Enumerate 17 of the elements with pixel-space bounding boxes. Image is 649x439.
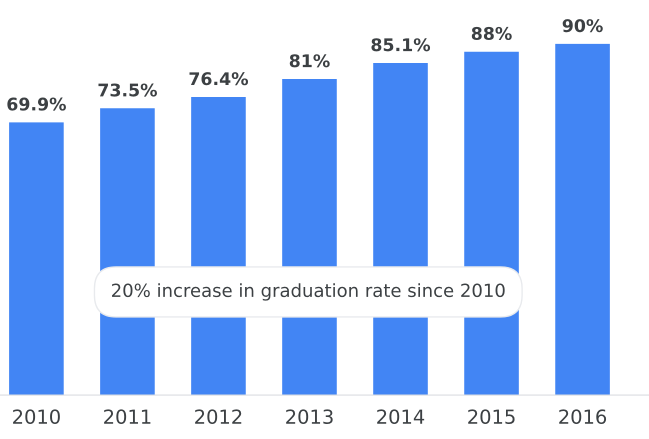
data-label: 81%: [290, 54, 330, 68]
data-label: 85.1%: [371, 38, 430, 52]
x-tick-label: 2013: [286, 409, 333, 424]
x-tick-label: 2012: [195, 409, 242, 424]
bar: [9, 122, 64, 396]
data-label: 90%: [562, 19, 603, 32]
bar: [555, 44, 610, 396]
x-tick-label: 2015: [468, 409, 515, 424]
data-label: 88%: [472, 26, 512, 40]
data-label: 76.4%: [190, 72, 248, 86]
x-tick-label: 2011: [104, 409, 150, 424]
annotation: 20% increase in graduation rate since 2010: [112, 283, 505, 301]
x-tick-label: 2010: [13, 409, 60, 424]
x-tick-label: 2014: [377, 409, 424, 424]
data-label: 69.9%: [7, 98, 66, 111]
x-tick-label: 2016: [559, 409, 606, 424]
data-label: 73.5%: [98, 83, 157, 97]
